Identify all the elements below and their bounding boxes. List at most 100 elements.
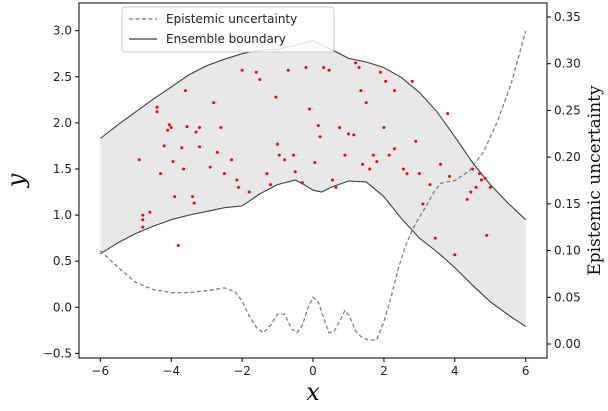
data-point (410, 79, 414, 83)
data-point (300, 181, 304, 185)
data-point (215, 150, 219, 154)
x-tick-label: −2 (233, 364, 251, 378)
data-point (327, 68, 331, 72)
data-point (167, 123, 171, 127)
y-tick-label: 0.5 (53, 254, 72, 268)
data-point (414, 139, 418, 143)
data-point (354, 61, 357, 65)
data-point (364, 101, 368, 105)
data-point (198, 126, 201, 129)
data-point (254, 70, 258, 74)
data-point (446, 112, 450, 116)
data-point (316, 124, 320, 128)
data-point (488, 185, 492, 189)
ensemble-lower-boundary (100, 179, 527, 328)
data-point (166, 128, 170, 132)
data-point (401, 167, 405, 171)
data-point (148, 210, 152, 214)
data-point (194, 130, 198, 134)
data-point (361, 162, 365, 166)
data-point (393, 147, 396, 151)
data-point (180, 146, 184, 150)
data-point (359, 89, 363, 93)
data-point (387, 153, 391, 157)
data-point (269, 183, 272, 187)
data-point (247, 190, 251, 194)
data-point (208, 165, 212, 169)
data-point (479, 178, 483, 182)
data-point (368, 167, 372, 171)
data-points (137, 61, 492, 257)
ensemble-band-fill (100, 40, 526, 327)
legend-label-uncertainty: Epistemic uncertainty (166, 12, 297, 26)
data-point (384, 79, 388, 83)
right-tick-label: 0.20 (554, 150, 581, 164)
data-point (230, 158, 233, 162)
data-point (283, 158, 287, 162)
data-point (421, 202, 425, 206)
right-tick-label: 0.35 (554, 10, 581, 24)
x-tick-label: −6 (91, 364, 109, 378)
data-point (371, 153, 375, 157)
epistemic-uncertainty-line (99, 30, 527, 341)
y-tick-label: 3.0 (53, 24, 72, 38)
data-point (276, 142, 279, 146)
data-point (485, 233, 489, 237)
right-tick-label: 0.25 (554, 103, 581, 117)
right-tick-label: 0.05 (554, 290, 581, 304)
data-point (378, 70, 382, 74)
data-point (331, 178, 334, 182)
y-tick-label: 1.5 (53, 162, 72, 176)
data-point (240, 68, 244, 72)
right-axis-label: Epistemic uncertainty (585, 85, 605, 276)
y-tick-label: 2.5 (53, 70, 72, 84)
data-point (393, 89, 396, 93)
right-tick-label: 0.30 (554, 57, 581, 71)
data-point (357, 66, 361, 69)
legend: Epistemic uncertainty Ensemble boundary (121, 6, 335, 53)
data-point (286, 68, 290, 72)
y-tick-label: −0.5 (43, 346, 72, 360)
data-point (198, 145, 201, 149)
data-point (433, 236, 437, 240)
data-point (235, 178, 239, 182)
data-point (171, 160, 175, 164)
data-point (483, 176, 487, 180)
data-point (474, 185, 478, 189)
x-axis-label: x (306, 378, 320, 406)
data-point (343, 153, 347, 157)
data-point (141, 225, 145, 229)
plot-area (99, 30, 527, 341)
data-point (169, 126, 173, 129)
x-tick-label: 0 (309, 364, 317, 378)
right-axis-ticks: 0.00 0.05 0.10 0.15 0.20 0.25 0.30 0.35 (547, 10, 581, 351)
data-point (191, 195, 194, 199)
data-point (274, 95, 278, 99)
data-point (183, 89, 187, 93)
x-tick-label: 2 (380, 364, 388, 378)
data-point (318, 135, 322, 139)
data-point (469, 190, 473, 194)
data-point (277, 153, 281, 157)
data-point (162, 144, 166, 148)
legend-box (121, 6, 335, 53)
data-point (222, 172, 226, 176)
data-point (308, 107, 311, 111)
data-point (322, 66, 326, 69)
data-point (352, 133, 356, 137)
data-point (465, 197, 469, 201)
data-point (448, 174, 451, 178)
data-point (428, 183, 432, 187)
right-tick-label: 0.15 (554, 197, 581, 211)
right-tick-label: 0.00 (554, 337, 581, 351)
x-axis-ticks: −6 −4 −2 0 2 4 6 (91, 358, 530, 378)
data-point (292, 153, 295, 157)
data-point (453, 253, 457, 257)
data-point (258, 78, 262, 81)
data-point (237, 185, 240, 189)
data-point (155, 105, 159, 109)
x-tick-label: 6 (522, 364, 530, 378)
data-point (334, 185, 338, 189)
data-point (313, 161, 317, 164)
